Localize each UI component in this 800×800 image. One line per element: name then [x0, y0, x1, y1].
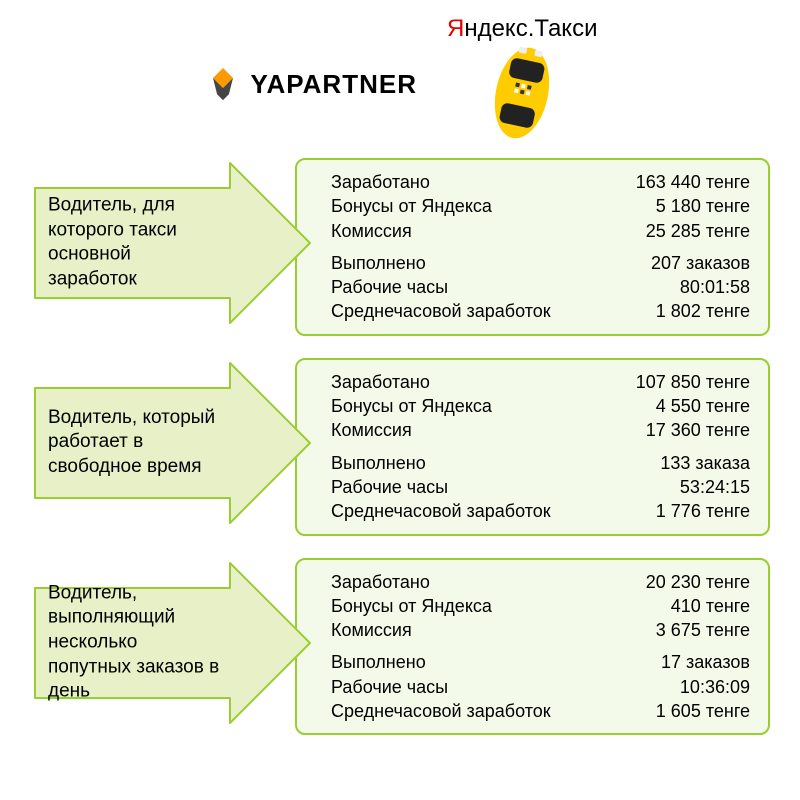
stat-value: 1 776 тенге — [656, 499, 750, 523]
stat-value: 1 802 тенге — [656, 299, 750, 323]
stat-line: Бонусы от Яндекса 410 тенге — [331, 594, 750, 618]
arrow-block: Водитель, выполняющий несколько попутных… — [30, 558, 315, 728]
stat-line: Выполнено 133 заказа — [331, 451, 750, 475]
yandex-taxi-block: Яндекс.Такси — [447, 15, 598, 153]
stat-value: 17 360 тенге — [646, 418, 750, 442]
yapartner-text: YAPARTNER — [251, 69, 417, 100]
stats-box: Заработано163 440 тенгеБонусы от Яндекса… — [295, 158, 770, 336]
section-row: Водитель, выполняющий несколько попутных… — [30, 558, 770, 736]
stat-label: Рабочие часы — [331, 675, 448, 699]
stat-value: 20 230 тенге — [646, 570, 750, 594]
stat-label: Бонусы от Яндекса — [331, 394, 492, 418]
stat-line: Комиссия 17 360 тенге — [331, 418, 750, 442]
arrow-block: Водитель, который работает в свободное в… — [30, 358, 315, 528]
stat-line: Комиссия 3 675 тенге — [331, 618, 750, 642]
stat-line: Рабочие часы 53:24:15 — [331, 475, 750, 499]
stats-inner: Заработано 20 230 тенге Бонусы от Яндекса 4… — [315, 570, 750, 724]
spacer — [331, 443, 750, 451]
driver-description: Водитель, для которого такси основной за… — [48, 194, 223, 293]
stat-label: Бонусы от Яндекса — [331, 194, 492, 218]
sections-container: Водитель, для которого такси основной за… — [0, 158, 800, 735]
stat-label: Бонусы от Яндекса — [331, 594, 492, 618]
stat-value: 133 заказа — [660, 451, 750, 475]
driver-description: Водитель, который работает в свободное в… — [48, 406, 223, 480]
yapartner-logo: YAPARTNER — [203, 64, 417, 104]
stat-label: Заработано — [331, 170, 430, 194]
stat-label: Заработано — [331, 370, 430, 394]
stat-value: 207 заказов — [651, 251, 750, 275]
stats-box: Заработано107 850 тенгеБонусы от Яндекса… — [295, 358, 770, 536]
stat-line: Комиссия 25 285 тенге — [331, 219, 750, 243]
stat-value: 10:36:09 — [680, 675, 750, 699]
header: YAPARTNER Яндекс.Такси — [0, 0, 800, 158]
spacer — [331, 642, 750, 650]
stat-value: 163 440 тенге — [636, 170, 750, 194]
stat-label: Рабочие часы — [331, 475, 448, 499]
stat-line: Рабочие часы 80:01:58 — [331, 275, 750, 299]
stat-value: 80:01:58 — [680, 275, 750, 299]
stat-label: Среднечасовой заработок — [331, 299, 551, 323]
taxi-car-icon — [477, 38, 567, 148]
stat-label: Заработано — [331, 570, 430, 594]
stats-inner: Заработано107 850 тенгеБонусы от Яндекса… — [315, 370, 750, 524]
stat-value: 4 550 тенге — [656, 394, 750, 418]
stat-value: 53:24:15 — [680, 475, 750, 499]
stat-label: Комиссия — [331, 618, 412, 642]
stat-value: 17 заказов — [661, 650, 750, 674]
stat-line: Выполнено 17 заказов — [331, 650, 750, 674]
stat-value: 3 675 тенге — [656, 618, 750, 642]
stat-label: Комиссия — [331, 418, 412, 442]
stat-line: Среднечасовой заработок 1 802 тенге — [331, 299, 750, 323]
yapartner-icon — [203, 64, 243, 104]
stat-line: Бонусы от Яндекса 5 180 тенге — [331, 194, 750, 218]
stat-label: Среднечасовой заработок — [331, 699, 551, 723]
stats-inner: Заработано163 440 тенгеБонусы от Яндекса… — [315, 170, 750, 324]
stat-label: Рабочие часы — [331, 275, 448, 299]
section-row: Водитель, для которого такси основной за… — [30, 158, 770, 336]
stat-line: Выполнено 207 заказов — [331, 251, 750, 275]
stat-label: Выполнено — [331, 650, 426, 674]
stat-label: Выполнено — [331, 251, 426, 275]
driver-description: Водитель, выполняющий несколько попутных… — [48, 581, 223, 704]
stat-line: Заработано 163 440 тенге — [331, 170, 750, 194]
stat-value: 410 тенге — [671, 594, 750, 618]
stats-box: Заработано 20 230 тенге Бонусы от Яндекса 4… — [295, 558, 770, 736]
stat-label: Среднечасовой заработок — [331, 499, 551, 523]
stat-line: Среднечасовой заработок 1 605 тенге — [331, 699, 750, 723]
stat-label: Выполнено — [331, 451, 426, 475]
stat-line: Среднечасовой заработок 1 776 тенге — [331, 499, 750, 523]
stat-line: Заработано 20 230 тенге — [331, 570, 750, 594]
stat-line: Заработано 107 850 тенге — [331, 370, 750, 394]
arrow-block: Водитель, для которого такси основной за… — [30, 158, 315, 328]
stat-value: 25 285 тенге — [646, 219, 750, 243]
stat-value: 5 180 тенге — [656, 194, 750, 218]
section-row: Водитель, который работает в свободное в… — [30, 358, 770, 536]
stat-value: 107 850 тенге — [636, 370, 750, 394]
stat-label: Комиссия — [331, 219, 412, 243]
stat-value: 1 605 тенге — [656, 699, 750, 723]
spacer — [331, 243, 750, 251]
stat-line: Бонусы от Яндекса 4 550 тенге — [331, 394, 750, 418]
stat-line: Рабочие часы 10:36:09 — [331, 675, 750, 699]
